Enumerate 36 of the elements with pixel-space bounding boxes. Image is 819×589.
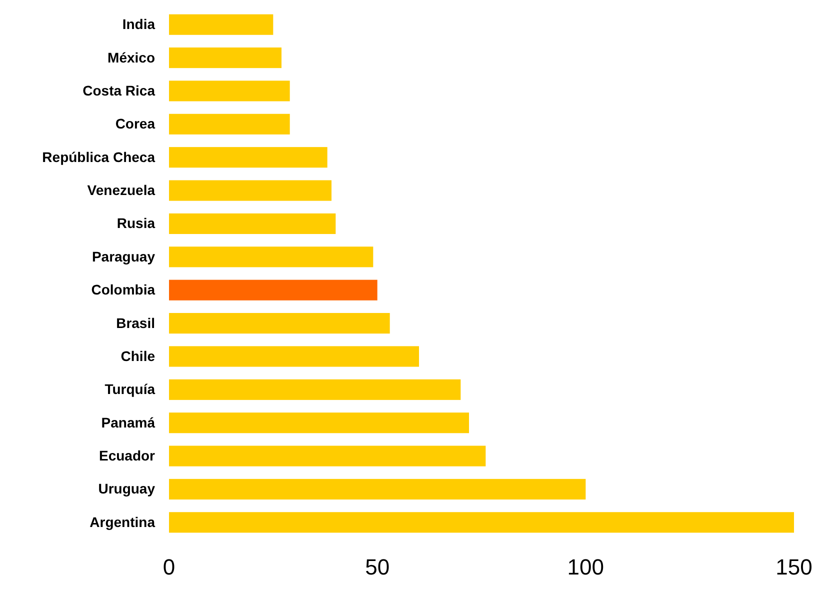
y-tick-label: Costa Rica	[82, 82, 156, 98]
x-tick-label: 0	[162, 554, 176, 580]
bar	[169, 446, 486, 466]
bar	[169, 379, 461, 400]
bar	[169, 14, 274, 35]
y-tick-label: Chile	[120, 348, 156, 364]
bar	[169, 280, 378, 300]
y-tick-label: Corea	[115, 116, 156, 132]
bar	[169, 47, 282, 68]
bar	[169, 213, 336, 234]
y-tick-label: Paraguay	[92, 248, 156, 264]
y-tick-label: República Checa	[42, 148, 156, 165]
bar	[169, 147, 328, 168]
y-tick-label: India	[122, 16, 156, 32]
y-tick-label: Uruguay	[98, 480, 156, 497]
bar	[169, 312, 390, 334]
bar	[169, 512, 794, 533]
bar	[169, 114, 290, 134]
x-tick-label: 100	[567, 554, 604, 580]
bar	[169, 478, 586, 500]
x-tick-label: 50	[365, 554, 390, 580]
y-tick-label: México	[108, 49, 155, 66]
bar	[169, 412, 469, 434]
y-tick-label: Brasil	[116, 314, 155, 331]
y-tick-label: Panamá	[101, 414, 156, 430]
y-tick-label: Colombia	[91, 282, 156, 298]
bar	[169, 80, 290, 102]
bar	[169, 246, 374, 268]
bar	[169, 346, 419, 367]
bar	[169, 180, 332, 201]
y-tick-label: Argentina	[90, 514, 156, 530]
y-tick-label: Ecuador	[98, 448, 156, 464]
y-tick-label: Turquía	[104, 381, 156, 398]
x-tick-label: 150	[776, 554, 812, 580]
y-tick-label: Venezuela	[87, 182, 156, 198]
y-tick-label: Rusia	[116, 215, 156, 232]
